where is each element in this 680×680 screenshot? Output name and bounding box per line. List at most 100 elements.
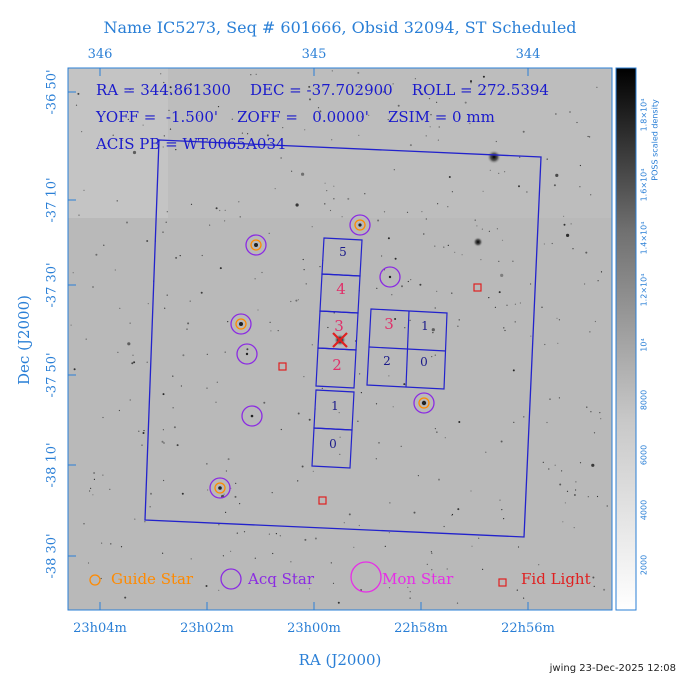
acis-s-chips <box>366 308 448 390</box>
star-point <box>436 431 438 433</box>
star-point <box>337 601 340 604</box>
star-point <box>263 401 266 404</box>
star-point <box>304 538 307 541</box>
star-point <box>291 170 293 172</box>
acq-star-marker <box>413 392 435 414</box>
acq-star-marker <box>245 234 267 256</box>
star-point <box>414 78 416 80</box>
star-point <box>330 562 332 564</box>
star-point <box>114 269 116 271</box>
acq-star-marker <box>236 343 258 365</box>
star-point <box>144 521 146 523</box>
fid-lights <box>278 283 482 505</box>
star-point <box>590 411 592 413</box>
star-point <box>579 462 582 464</box>
star-point <box>219 209 221 212</box>
star-point <box>526 191 528 193</box>
star-point <box>482 75 485 78</box>
star-point <box>102 474 104 476</box>
star-point <box>304 129 306 131</box>
star-point <box>384 545 386 548</box>
fid-light-marker <box>473 283 482 292</box>
ccd-label-i0: 0 <box>329 437 337 451</box>
star-point <box>448 176 451 178</box>
star-point <box>375 403 378 405</box>
legend-guide-icon <box>89 574 101 586</box>
star-point <box>243 531 246 533</box>
star-point <box>206 463 208 465</box>
star-point <box>516 589 518 591</box>
star-point <box>358 134 360 136</box>
star-point <box>127 342 131 346</box>
star-point <box>219 267 222 270</box>
star-point <box>485 451 487 453</box>
star-point <box>200 291 203 294</box>
star-point <box>146 361 148 363</box>
star-point <box>332 582 335 585</box>
star-point <box>393 169 395 171</box>
guide-star-marker <box>235 318 247 330</box>
guide-star-marker <box>354 219 366 231</box>
star-point <box>146 240 149 242</box>
star-point <box>333 185 335 187</box>
field-of-view <box>144 139 542 538</box>
star-point <box>401 285 403 288</box>
star-point <box>312 470 314 472</box>
star-point <box>436 290 438 292</box>
star-point <box>600 418 602 420</box>
star-point <box>484 85 487 87</box>
star-point <box>305 283 307 285</box>
star-point <box>443 525 445 528</box>
star-point <box>558 397 561 399</box>
star-point <box>129 322 131 324</box>
star-point <box>198 114 200 116</box>
star-point <box>538 564 540 566</box>
star-point <box>149 506 151 508</box>
star-point <box>301 465 304 468</box>
star-point <box>217 106 220 108</box>
star-point <box>175 256 178 259</box>
star-point <box>523 597 525 599</box>
star-point <box>506 304 508 306</box>
star-point <box>417 475 419 477</box>
star-point <box>593 432 596 434</box>
star-point <box>102 416 104 419</box>
acis-i-chips <box>311 237 363 469</box>
star-point <box>544 343 546 346</box>
star-point <box>295 577 297 579</box>
star-point <box>458 421 461 423</box>
star-point <box>470 490 472 492</box>
star-point <box>241 132 243 134</box>
star-point <box>109 488 111 490</box>
star-point <box>166 294 168 296</box>
star-point <box>409 591 411 593</box>
star-point <box>333 312 335 314</box>
star-point <box>142 432 145 434</box>
star-point <box>476 225 478 227</box>
star-point <box>341 216 343 218</box>
star-point <box>353 546 355 548</box>
star-point <box>378 442 380 444</box>
star-point <box>566 490 569 492</box>
info-line-3: ACIS PB = WT0065A034 <box>95 135 286 153</box>
star-point <box>406 211 409 213</box>
star-point <box>517 546 520 548</box>
star-point <box>118 409 120 412</box>
star-point <box>438 126 440 128</box>
star-point <box>170 91 172 94</box>
star-point <box>121 139 123 141</box>
star-point <box>413 511 416 514</box>
star-point <box>302 258 304 261</box>
ccd-label-s3: 3 <box>384 315 394 333</box>
star-point <box>116 200 118 202</box>
star-point <box>227 321 229 323</box>
star-point <box>169 128 172 130</box>
legend-acq-label: Acq Star <box>247 570 315 588</box>
star-point <box>368 83 370 85</box>
star-point <box>447 244 449 246</box>
star-point <box>587 496 589 498</box>
star-point <box>173 426 176 429</box>
star-point <box>387 119 389 121</box>
star-point <box>522 130 525 133</box>
plot-title: Name IC5273, Seq # 601666, Obsid 32094, … <box>103 18 577 37</box>
